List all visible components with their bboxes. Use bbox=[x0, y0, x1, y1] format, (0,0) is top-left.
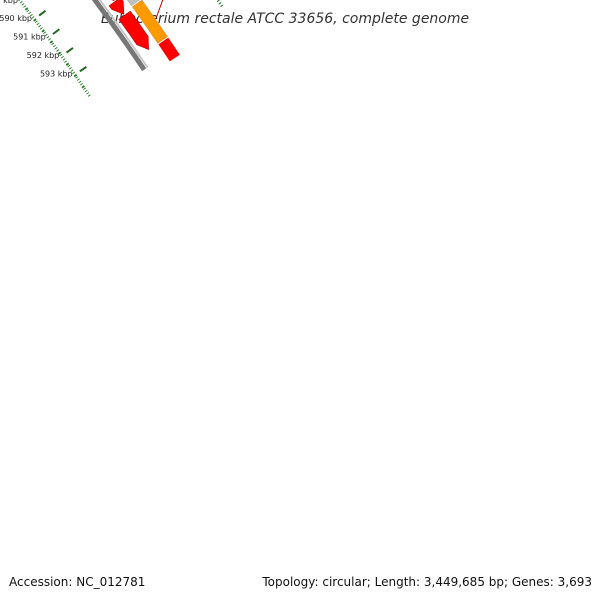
gc-dot bbox=[52, 44, 56, 48]
gc-dot bbox=[68, 67, 72, 70]
tick-mark bbox=[79, 65, 87, 73]
gc-dot bbox=[39, 27, 43, 30]
gc-dot bbox=[44, 33, 48, 37]
tick-label: 592 kbp bbox=[27, 51, 60, 60]
gene-features bbox=[108, 0, 180, 62]
gc-dot bbox=[73, 73, 78, 78]
gc-dot bbox=[67, 64, 71, 68]
accession-text: Accession: NC_012781 bbox=[9, 575, 145, 589]
gc-dot bbox=[28, 11, 32, 15]
backbone-arc-shade bbox=[98, 0, 149, 69]
gc-dot bbox=[220, 4, 224, 8]
gc-dot bbox=[70, 69, 74, 72]
gc-dot bbox=[46, 35, 50, 39]
gc-dot bbox=[29, 13, 33, 17]
gc-dot bbox=[49, 40, 54, 44]
gc-dot bbox=[23, 5, 27, 8]
gene-labels: EUBREC_0647EUBREC_0648EUBREC_0649EUBREC_… bbox=[156, 0, 164, 18]
backbone bbox=[91, 0, 149, 72]
gc-dots bbox=[18, 0, 224, 97]
cds-feature bbox=[108, 0, 125, 15]
gc-dot bbox=[43, 31, 47, 35]
gc-dot bbox=[33, 18, 37, 22]
gc-dot bbox=[38, 24, 42, 28]
gene-feature bbox=[131, 0, 169, 44]
gc-dot bbox=[78, 80, 82, 84]
gc-dot bbox=[54, 47, 58, 50]
tick-label: 593 kbp bbox=[40, 70, 73, 79]
gene-feature bbox=[126, 0, 141, 7]
gc-dot bbox=[86, 92, 90, 95]
tick-mark bbox=[38, 9, 47, 17]
tick-mark bbox=[65, 47, 74, 54]
gc-dot bbox=[75, 76, 79, 79]
tick-mark bbox=[52, 28, 60, 35]
gc-dot bbox=[41, 29, 45, 33]
gc-dot bbox=[218, 2, 222, 5]
gc-dot bbox=[59, 53, 63, 57]
gc-dot bbox=[76, 78, 80, 81]
gc-dot bbox=[24, 7, 29, 11]
gc-dot bbox=[64, 60, 68, 63]
gc-dot bbox=[72, 71, 76, 75]
map-title: Eubacterium rectale ATCC 33656, complete… bbox=[101, 11, 469, 27]
gc-dot bbox=[48, 38, 51, 41]
gc-dot bbox=[81, 85, 85, 89]
gc-dot bbox=[62, 58, 66, 61]
cds-feature bbox=[118, 10, 149, 51]
gc-dot bbox=[56, 49, 60, 52]
gc-dot bbox=[57, 51, 62, 55]
label-leader-line bbox=[156, 0, 164, 18]
gc-dot bbox=[51, 42, 55, 46]
backbone-arc-inner bbox=[91, 0, 147, 72]
gc-dot bbox=[19, 0, 23, 4]
gc-dot bbox=[21, 3, 25, 6]
gc-dot bbox=[36, 22, 40, 26]
cds-feature bbox=[111, 0, 115, 2]
gc-dot bbox=[26, 9, 30, 13]
gc-dot bbox=[31, 16, 35, 19]
gc-dot bbox=[84, 89, 88, 93]
gc-dot bbox=[34, 20, 38, 24]
gc-dot bbox=[60, 55, 64, 59]
gc-dot bbox=[83, 87, 87, 90]
gc-dot bbox=[79, 82, 83, 86]
tick-label: 589 kbp bbox=[0, 0, 18, 5]
tick-label: 591 kbp bbox=[13, 32, 46, 41]
cds-feature bbox=[158, 37, 180, 62]
gc-dot bbox=[216, 0, 220, 3]
tick-label: 590 kbp bbox=[0, 14, 32, 23]
topology-text: Topology: circular; Length: 3,449,685 bp… bbox=[261, 575, 592, 589]
gc-dot bbox=[65, 62, 70, 66]
